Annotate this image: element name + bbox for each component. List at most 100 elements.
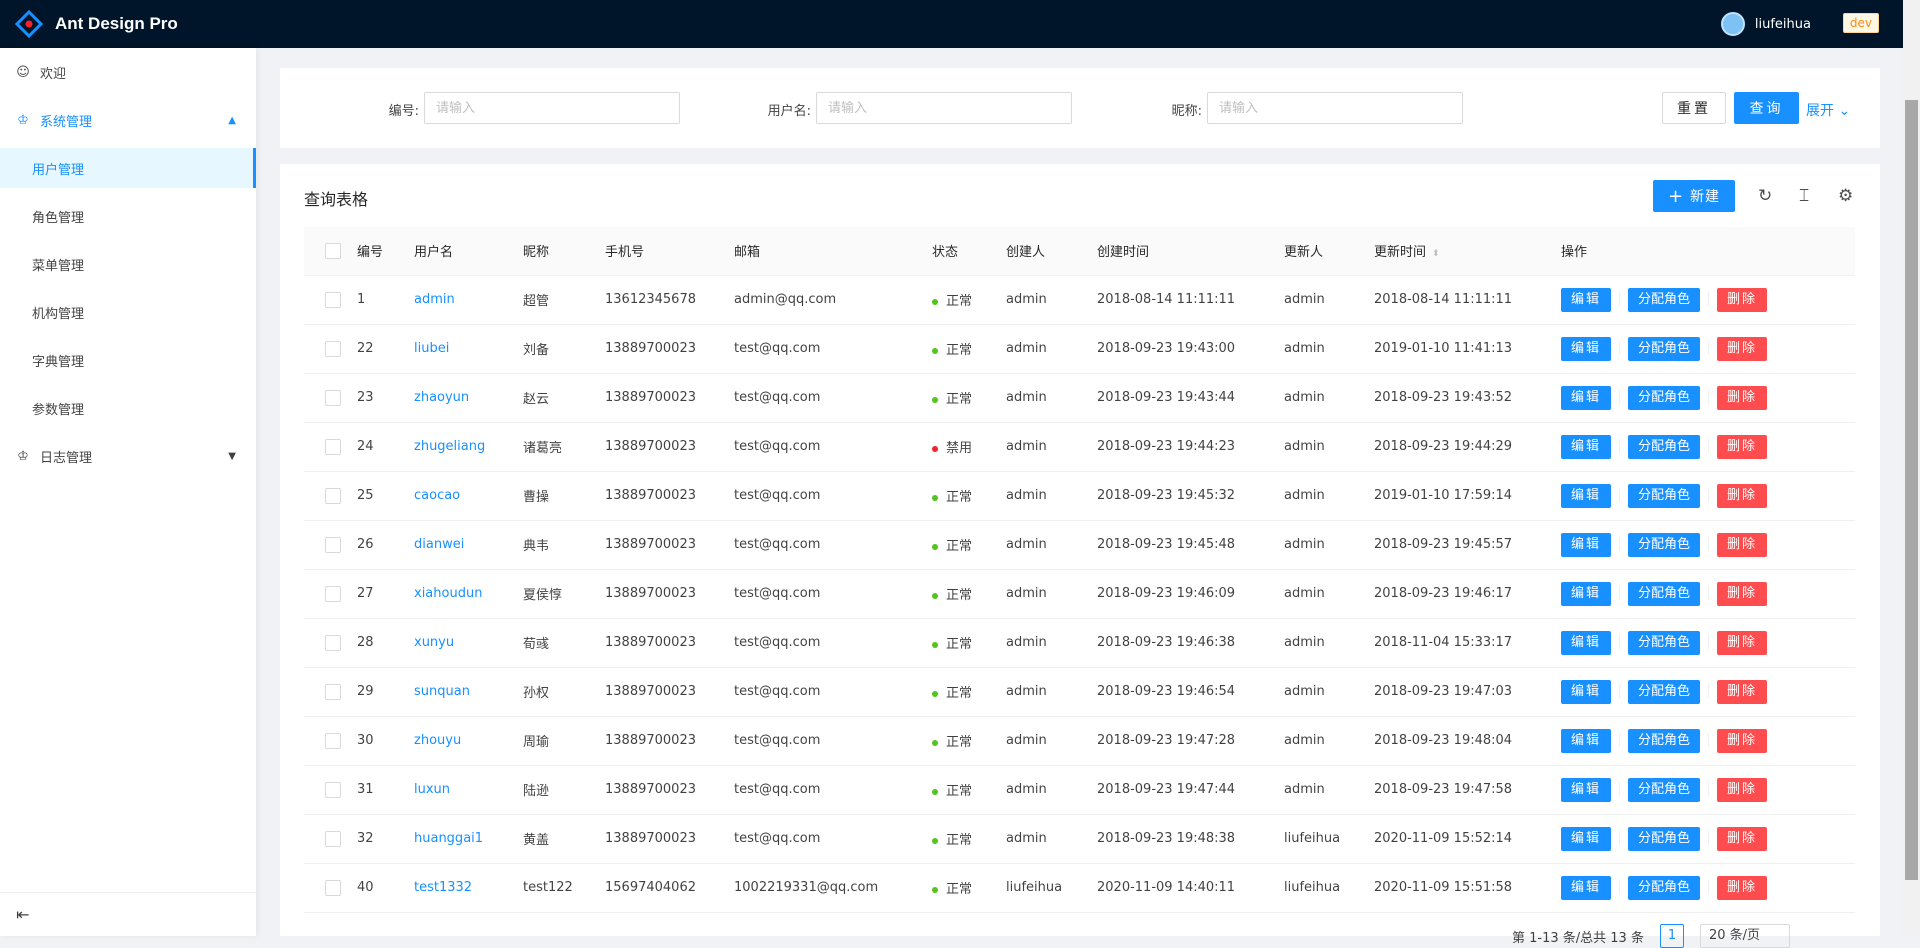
delete-button[interactable]: 删除 xyxy=(1717,777,1768,802)
username-link[interactable]: zhaoyun xyxy=(414,390,470,405)
edit-button[interactable]: 编辑 xyxy=(1561,287,1612,312)
edit-button[interactable]: 编辑 xyxy=(1561,385,1612,410)
edit-button[interactable]: 编辑 xyxy=(1561,336,1612,361)
id-input[interactable] xyxy=(424,92,680,124)
query-button[interactable]: 查询 xyxy=(1734,92,1799,124)
assign-role-button[interactable]: 分配角色 xyxy=(1628,630,1701,655)
assign-role-button[interactable]: 分配角色 xyxy=(1628,385,1701,410)
assign-role-button[interactable]: 分配角色 xyxy=(1628,826,1701,851)
username-input[interactable] xyxy=(816,92,1072,124)
username-link[interactable]: admin xyxy=(414,292,455,307)
row-checkbox[interactable] xyxy=(325,879,341,896)
edit-button[interactable]: 编辑 xyxy=(1561,777,1612,802)
delete-button[interactable]: 删除 xyxy=(1717,434,1768,459)
row-checkbox[interactable] xyxy=(325,781,341,798)
assign-role-button[interactable]: 分配角色 xyxy=(1628,581,1701,606)
delete-button[interactable]: 删除 xyxy=(1717,336,1768,361)
delete-button[interactable]: 删除 xyxy=(1717,581,1768,606)
sidebar-item-3[interactable]: 角色管理 xyxy=(0,196,256,236)
row-checkbox[interactable] xyxy=(325,732,341,749)
select-all-checkbox[interactable] xyxy=(325,242,341,259)
assign-role-button[interactable]: 分配角色 xyxy=(1628,336,1701,361)
scrollbar[interactable] xyxy=(1903,0,1920,936)
username-link[interactable]: zhouyu xyxy=(414,733,462,748)
username-link[interactable]: sunquan xyxy=(414,684,470,699)
divider xyxy=(1619,439,1621,453)
scrollbar-thumb[interactable] xyxy=(1905,100,1918,880)
new-button[interactable]: + 新建 xyxy=(1653,180,1735,212)
assign-role-button[interactable]: 分配角色 xyxy=(1628,875,1701,900)
sidebar-item-7[interactable]: 参数管理 xyxy=(0,388,256,428)
delete-button[interactable]: 删除 xyxy=(1717,483,1768,508)
edit-button[interactable]: 编辑 xyxy=(1561,875,1612,900)
sort-icon[interactable]: ⬍ xyxy=(1432,249,1440,260)
sidebar-item-8[interactable]: ♔ 日志管理 ▼ xyxy=(0,436,256,476)
sidebar-item-2[interactable]: 用户管理 xyxy=(0,148,256,188)
assign-role-button[interactable]: 分配角色 xyxy=(1628,728,1701,753)
row-checkbox[interactable] xyxy=(325,830,341,847)
row-checkbox[interactable] xyxy=(325,438,341,455)
delete-button[interactable]: 删除 xyxy=(1717,826,1768,851)
delete-button[interactable]: 删除 xyxy=(1717,875,1768,900)
edit-button[interactable]: 编辑 xyxy=(1561,532,1612,557)
cell-4: test@qq.com xyxy=(734,586,821,601)
assign-role-button[interactable]: 分配角色 xyxy=(1628,532,1701,557)
username-link[interactable]: test1332 xyxy=(414,880,473,895)
reset-button[interactable]: 重置 xyxy=(1662,92,1726,124)
edit-button[interactable]: 编辑 xyxy=(1561,728,1612,753)
collapse-sidebar-button[interactable]: ⇤ xyxy=(0,892,256,936)
cell-5: 正常 xyxy=(946,539,973,554)
username-link[interactable]: dianwei xyxy=(414,537,465,552)
logo[interactable]: Ant Design Pro xyxy=(15,10,178,38)
edit-button[interactable]: 编辑 xyxy=(1561,826,1612,851)
delete-button[interactable]: 删除 xyxy=(1717,630,1768,655)
sidebar-item-6[interactable]: 字典管理 xyxy=(0,340,256,380)
sidebar-item-1[interactable]: ♔ 系统管理 ▲ xyxy=(0,100,256,140)
chevron-up-icon: ▲ xyxy=(228,114,236,126)
table-row: 23 zhaoyun 赵云 13889700023 test@qq.com 正常 admin… xyxy=(304,373,1855,423)
row-checkbox[interactable] xyxy=(325,683,341,700)
username-link[interactable]: luxun xyxy=(414,782,451,797)
assign-role-button[interactable]: 分配角色 xyxy=(1628,434,1701,459)
username-link[interactable]: liubei xyxy=(414,341,450,356)
cell-6: admin xyxy=(1006,684,1047,699)
assign-role-button[interactable]: 分配角色 xyxy=(1628,483,1701,508)
page-1[interactable]: 1 xyxy=(1659,924,1684,948)
page-size-select[interactable]: 20 条/页 xyxy=(1699,924,1790,948)
delete-button[interactable]: 删除 xyxy=(1717,385,1768,410)
username-link[interactable]: caocao xyxy=(414,488,461,503)
reload-icon[interactable]: ↻ xyxy=(1758,186,1773,206)
setting-icon[interactable]: ⚙ xyxy=(1838,186,1854,206)
edit-button[interactable]: 编辑 xyxy=(1561,581,1612,606)
username-link[interactable]: huanggai1 xyxy=(414,831,484,846)
edit-button[interactable]: 编辑 xyxy=(1561,483,1612,508)
delete-button[interactable]: 删除 xyxy=(1717,728,1768,753)
row-checkbox[interactable] xyxy=(325,389,341,406)
username-link[interactable]: xiahoudun xyxy=(414,586,483,601)
row-checkbox[interactable] xyxy=(325,340,341,357)
edit-button[interactable]: 编辑 xyxy=(1561,434,1612,459)
assign-role-button[interactable]: 分配角色 xyxy=(1628,777,1701,802)
sidebar-item-4[interactable]: 菜单管理 xyxy=(0,244,256,284)
row-checkbox[interactable] xyxy=(325,536,341,553)
row-checkbox[interactable] xyxy=(325,585,341,602)
user-menu[interactable]: liufeihua xyxy=(1720,12,1811,36)
username-link[interactable]: zhugeliang xyxy=(414,439,486,454)
sidebar-item-0[interactable]: ☺ 欢迎 xyxy=(0,52,256,92)
delete-button[interactable]: 删除 xyxy=(1717,287,1768,312)
assign-role-button[interactable]: 分配角色 xyxy=(1628,679,1701,704)
column-height-icon[interactable]: ⌶ xyxy=(1799,186,1810,206)
edit-button[interactable]: 编辑 xyxy=(1561,630,1612,655)
sidebar-item-5[interactable]: 机构管理 xyxy=(0,292,256,332)
assign-role-button[interactable]: 分配角色 xyxy=(1628,287,1701,312)
nickname-input[interactable] xyxy=(1207,92,1463,124)
row-checkbox[interactable] xyxy=(325,487,341,504)
delete-button[interactable]: 删除 xyxy=(1717,532,1768,557)
row-checkbox[interactable] xyxy=(325,634,341,651)
column-header: 用户名 xyxy=(414,227,523,276)
delete-button[interactable]: 删除 xyxy=(1717,679,1768,704)
expand-toggle[interactable]: 展开 ⌄ xyxy=(1806,100,1850,120)
edit-button[interactable]: 编辑 xyxy=(1561,679,1612,704)
row-checkbox[interactable] xyxy=(325,291,341,308)
username-link[interactable]: xunyu xyxy=(414,635,455,650)
